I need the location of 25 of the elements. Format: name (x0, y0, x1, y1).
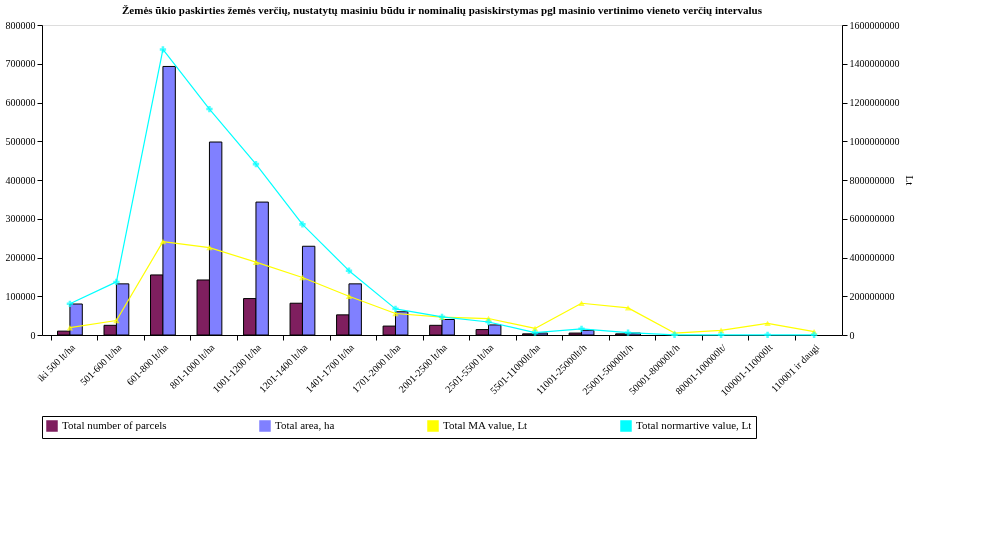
y2-tick-label: 1600000000 (849, 19, 900, 31)
legend-label: Total MA value, Lt (443, 419, 528, 431)
legend-label: Total number of parcels (62, 419, 167, 431)
legend-label: Total area, ha (275, 419, 335, 431)
y-tick-label: 700000 (5, 58, 36, 70)
y-tick-label: 600000 (5, 97, 36, 108)
y2-tick-label: 0 (849, 329, 855, 341)
y2-tick-label: 400000000 (849, 252, 895, 263)
y2-tick-label: 600000000 (849, 213, 895, 225)
y2-axis-title: Lt (903, 175, 916, 186)
y-tick-label: 800000 (5, 19, 36, 31)
y-tick-label: 300000 (5, 213, 36, 225)
y2-tick-label: 1200000000 (849, 97, 900, 108)
y2-tick-label: 1000000000 (849, 135, 900, 147)
y2-tick-label: 800000000 (849, 174, 895, 186)
y-tick-label: 100000 (5, 290, 36, 302)
legend-label: Total normartive value, Lt (636, 419, 752, 431)
y-tick-label: 0 (30, 329, 36, 341)
chart-title: Žemės ūkio paskirties žemės verčių, nustatytų masiniu būdu ir nominalių pasiskirstymas pgl masinio vertinimo vieneto verčių intervalus (122, 4, 763, 16)
y-tick-label: 200000 (5, 252, 36, 263)
y-tick-label: 400000 (5, 174, 36, 186)
x-tick-label: iki 500 lt/ha (35, 341, 78, 384)
y-tick-label: 500000 (5, 135, 36, 147)
y2-tick-label: 200000000 (849, 290, 895, 302)
y2-tick-label: 1400000000 (849, 58, 900, 70)
